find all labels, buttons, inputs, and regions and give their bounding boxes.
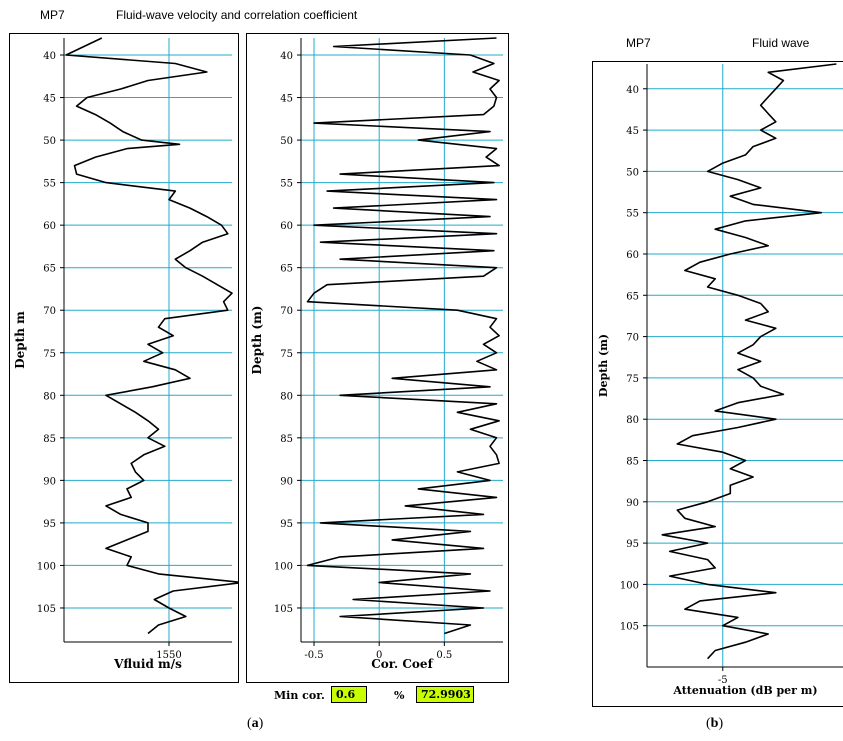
depth-tick-label: 50 xyxy=(43,136,56,147)
depth-tick-label: 100 xyxy=(274,561,293,572)
depth-tick-label: 40 xyxy=(43,51,56,62)
x-tick-label: 1550 xyxy=(156,650,181,661)
x-tick-label: -0.5 xyxy=(304,650,323,661)
series-line-0 xyxy=(65,37,238,635)
depth-tick-label: 65 xyxy=(626,291,639,302)
x-tick-label: 0 xyxy=(376,650,382,661)
x-axis-label: Cor. Coef xyxy=(371,657,433,671)
depth-tick-label: 80 xyxy=(280,391,293,402)
percent-value[interactable]: 72.9903 xyxy=(416,686,474,703)
depth-tick-label: 85 xyxy=(43,434,56,445)
depth-tick-label: 40 xyxy=(626,85,639,96)
caption-b: (b) xyxy=(706,716,724,731)
depth-tick-label: 45 xyxy=(43,94,56,105)
depth-tick-label: 60 xyxy=(280,221,293,232)
depth-tick-label: 90 xyxy=(280,476,293,487)
mp-label-right: MP7 xyxy=(626,36,651,50)
depth-tick-label: 90 xyxy=(43,476,56,487)
chart-title-left: Fluid-wave velocity and correlation coef… xyxy=(116,8,358,22)
depth-tick-label: 105 xyxy=(274,604,293,615)
correlation-chart: 40 45 50 55 60 65 70 75 80 85 90 95 100 105 -0.5 0 0.5Co… xyxy=(250,37,503,671)
min-cor-label: Min cor. xyxy=(274,689,325,702)
depth-tick-label: 45 xyxy=(626,126,639,137)
depth-tick-label: 85 xyxy=(280,434,293,445)
mp-label-left: MP7 xyxy=(40,8,65,22)
depth-tick-label: 50 xyxy=(280,136,293,147)
depth-tick-label: 95 xyxy=(43,519,56,530)
depth-tick-label: 70 xyxy=(43,306,56,317)
depth-tick-label: 95 xyxy=(280,519,293,530)
depth-tick-label: 75 xyxy=(43,349,56,360)
velocity-panel: 40 45 50 55 60 65 70 75 80 85 90 95 100 105 1550 Vfluid… xyxy=(9,33,239,683)
depth-tick-label: 65 xyxy=(43,264,56,275)
depth-tick-label: 105 xyxy=(37,604,56,615)
depth-tick-label: 55 xyxy=(626,209,639,220)
x-tick-label: -5 xyxy=(718,675,728,686)
depth-tick-label: 95 xyxy=(626,539,639,550)
caption-a: (a) xyxy=(247,716,264,731)
depth-tick-label: 65 xyxy=(280,264,293,275)
depth-tick-label: 45 xyxy=(280,94,293,105)
series-line-0 xyxy=(306,37,500,635)
chart-title-right: Fluid wave xyxy=(752,36,810,50)
depth-tick-label: 60 xyxy=(43,221,56,232)
depth-tick-label: 75 xyxy=(280,349,293,360)
depth-tick-label: 85 xyxy=(626,456,639,467)
attenuation-panel: 40 45 50 55 60 65 70 75 80 85 90 95 100 105 -5 Attenuat… xyxy=(592,61,843,707)
depth-tick-label: 55 xyxy=(280,179,293,190)
depth-tick-label: 60 xyxy=(626,250,639,261)
depth-tick-label: 75 xyxy=(626,374,639,385)
depth-tick-label: 80 xyxy=(43,391,56,402)
depth-tick-label: 70 xyxy=(280,306,293,317)
velocity-chart: 40 45 50 55 60 65 70 75 80 85 90 95 100 105 1550Vfluid… xyxy=(13,37,238,671)
depth-tick-label: 100 xyxy=(37,561,56,572)
x-axis-label: Vfluid m/s xyxy=(113,657,182,671)
x-tick-label: 0.5 xyxy=(436,650,452,661)
percent-label: % xyxy=(394,689,405,702)
series-line-0 xyxy=(661,63,837,660)
y-axis-label: Depth (m) xyxy=(250,306,264,375)
depth-tick-label: 55 xyxy=(43,179,56,190)
y-axis-label: Depth (m) xyxy=(597,334,610,397)
depth-tick-label: 100 xyxy=(620,580,639,591)
y-axis-label: Depth m xyxy=(13,311,27,369)
depth-tick-label: 90 xyxy=(626,498,639,509)
attenuation-chart: 40 45 50 55 60 65 70 75 80 85 90 95 100 105 -5Attenuat… xyxy=(597,63,843,697)
depth-tick-label: 40 xyxy=(280,51,293,62)
depth-tick-label: 105 xyxy=(620,622,639,633)
correlation-panel: 40 45 50 55 60 65 70 75 80 85 90 95 100 105 -0.5 0 0.5 Co… xyxy=(246,33,509,683)
min-cor-value[interactable]: 0.6 xyxy=(331,686,367,703)
x-axis-label: Attenuation (dB per m) xyxy=(672,684,817,697)
depth-tick-label: 50 xyxy=(626,167,639,178)
depth-tick-label: 70 xyxy=(626,333,639,344)
depth-tick-label: 80 xyxy=(626,415,639,426)
